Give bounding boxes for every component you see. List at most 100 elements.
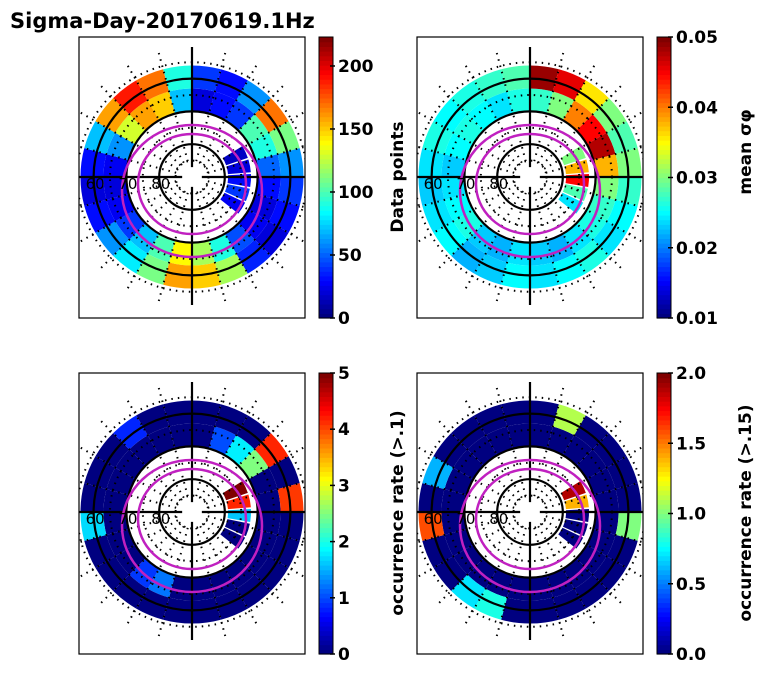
colorbar-segment: [319, 588, 333, 594]
heatmap-cell: [106, 132, 136, 161]
heatmap-cell: [422, 534, 454, 568]
colorbar-segment: [657, 266, 671, 272]
colorbar-segment: [657, 401, 671, 407]
colorbar-segment: [657, 569, 671, 575]
heatmap-cell: [586, 467, 616, 496]
colorbar-segment: [657, 88, 671, 94]
colorbar-segment: [319, 294, 333, 300]
colorbar-segment: [657, 480, 671, 486]
colorbar-segment: [657, 555, 671, 561]
colorbar-label: occurrence rate (>.15): [736, 404, 756, 621]
colorbar-segment: [319, 243, 333, 249]
colorbar-segment: [657, 154, 671, 160]
colorbar-segment: [657, 140, 671, 146]
colorbar-segment: [319, 550, 333, 557]
colorbar-segment: [319, 447, 333, 454]
heatmap-cell: [163, 597, 192, 624]
colorbar-label: occurrence rate (>.1): [388, 410, 408, 615]
colorbar-segment: [657, 238, 671, 244]
colorbar-segment: [657, 415, 671, 421]
heatmap-cell: [418, 177, 445, 206]
heatmap-cell: [277, 177, 304, 206]
heatmap-cell: [530, 262, 559, 289]
axes-frame: [78, 372, 306, 655]
colorbar-segment: [319, 247, 333, 254]
colorbar-segment: [657, 565, 671, 571]
colorbar-tick-label: 50: [338, 246, 362, 266]
heatmap-cell: [501, 400, 530, 427]
colorbar-tick-label: 0.5: [676, 575, 706, 595]
figure-title: Sigma-Day-20170619.1Hz: [10, 9, 315, 33]
colorbar-segment: [319, 271, 333, 277]
heatmap-cell: [433, 98, 468, 133]
colorbar-segment: [319, 391, 333, 398]
lat-label: 70: [456, 510, 475, 528]
colorbar-segment: [657, 621, 671, 627]
colorbar-segment: [657, 186, 671, 193]
heatmap-cell: [451, 239, 486, 274]
colorbar-segment: [319, 69, 333, 76]
colorbar-segment: [657, 308, 671, 314]
heatmap-cell: [586, 193, 616, 222]
heatmap-cell: [576, 114, 607, 145]
colorbar-segment: [319, 257, 333, 263]
heatmap-cell: [136, 253, 170, 285]
heatmap-cell: [115, 449, 146, 480]
colorbar-segment: [319, 466, 333, 472]
colorbar-segment: [319, 158, 333, 165]
colorbar-segment: [319, 639, 333, 646]
oval-boundary-inner: [474, 132, 586, 236]
heatmap-cell: [192, 423, 215, 449]
colorbar-segment: [319, 405, 333, 412]
lat-label: 80: [151, 510, 170, 528]
panel-bottom-right: 60 70 80 0.0 0.5 1.0 1.5 2.0 occurrence rate (>.…: [416, 364, 756, 665]
colorbar-segment: [657, 410, 671, 416]
colorbar-tick-label: 5: [338, 364, 350, 384]
heatmap-cell: [248, 467, 278, 496]
colorbar-segment: [657, 111, 671, 118]
heatmap-cell: [552, 404, 586, 436]
colorbar-tick-label: 0.03: [676, 169, 718, 189]
colorbar-segment: [657, 41, 671, 47]
colorbar-segment: [657, 536, 671, 543]
colorbar-segment: [657, 116, 671, 122]
colorbar-segment: [319, 163, 333, 169]
colorbar-segment: [657, 233, 671, 239]
colorbar-segment: [657, 107, 671, 113]
heatmap-cell: [444, 132, 474, 161]
colorbar-segment: [319, 560, 333, 566]
heatmap-cell: [530, 575, 553, 601]
oval-boundary-outer: [120, 123, 264, 259]
colorbar-segment: [319, 172, 333, 179]
colorbar-segment: [319, 102, 333, 108]
axes-frame: [416, 372, 644, 655]
heatmap-cell: [84, 456, 116, 490]
colorbar-segment: [657, 550, 671, 557]
colorbar-tick-label: 0.02: [676, 239, 718, 259]
colorbar: 0 1 2 3 4 5 occurrence rate (>.1): [318, 364, 408, 665]
colorbar-segment: [657, 485, 671, 491]
colorbar-segment: [319, 415, 333, 421]
lat-label: 70: [456, 175, 475, 193]
heatmap-cell: [422, 199, 454, 233]
colorbar-segment: [657, 644, 671, 650]
heatmap-cell: [192, 88, 215, 114]
colorbar-segment: [319, 51, 333, 57]
colorbar-segment: [657, 405, 671, 412]
colorbar-segment: [657, 37, 671, 43]
heatmap-cell: [277, 512, 304, 541]
colorbar-segment: [657, 499, 671, 505]
axes-frame: [416, 36, 644, 319]
colorbar-segment: [657, 387, 671, 393]
heatmap-cell: [530, 423, 553, 449]
colorbar-segment: [657, 583, 671, 590]
colorbar-segment: [657, 135, 671, 141]
colorbar-segment: [319, 565, 333, 571]
colorbar-segment: [319, 593, 333, 599]
colorbar-segment: [657, 163, 671, 169]
colorbar-segment: [657, 144, 671, 150]
colorbar-segment: [319, 83, 333, 90]
colorbar-segment: [319, 602, 333, 608]
colorbar-tick-label: 0.05: [676, 28, 718, 48]
colorbar-segment: [657, 46, 671, 52]
